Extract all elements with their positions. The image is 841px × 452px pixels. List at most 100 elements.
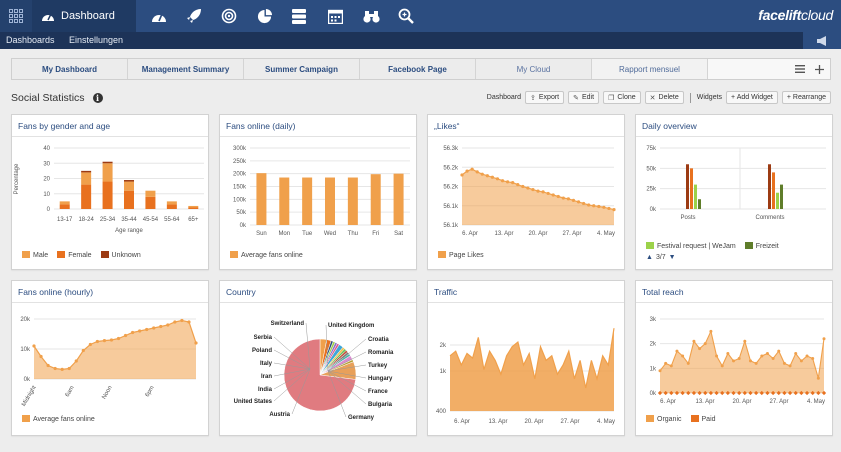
y-axis-label: Percentage [14, 163, 20, 194]
legend-female[interactable]: Female [57, 251, 92, 259]
widget-fans-gender-age: Fans by gender and age 40 30 20 10 0 Percenta… [11, 114, 209, 270]
feedback-button[interactable] [803, 32, 841, 49]
nav-calendar-button[interactable] [318, 0, 352, 32]
widget-title[interactable]: „Likes“ [428, 115, 624, 137]
search-icon [398, 8, 414, 24]
y-tick-label: 1k [440, 369, 447, 375]
edit-label: Edit [582, 94, 595, 101]
y-tick-label: 200k [233, 172, 247, 178]
area-fill [450, 328, 614, 411]
widget-title[interactable]: Fans by gender and age [12, 115, 208, 137]
y-tick-label: 0k [650, 207, 657, 213]
data-point [109, 338, 114, 342]
data-point [102, 339, 107, 343]
tab-rapport-mensuel[interactable]: Rapport mensuel [592, 59, 708, 79]
bar [694, 184, 697, 209]
widget-title[interactable]: Country [220, 281, 416, 303]
data-point [470, 167, 474, 171]
label-connector [325, 324, 329, 372]
app-grid-button[interactable] [0, 0, 32, 32]
widget-title[interactable]: Fans online (daily) [220, 115, 416, 137]
legend-festival-request[interactable]: Festival request | WeJam [646, 242, 736, 250]
nav-rocket-button[interactable] [177, 0, 211, 32]
add-tab-icon[interactable] [815, 64, 824, 74]
pie-label: Bulgaria [368, 402, 393, 408]
data-point-paid [731, 390, 736, 396]
x-tick-label: 20. Apr [732, 399, 751, 405]
nav-speedometer-button[interactable] [142, 0, 176, 32]
bar-segment [145, 196, 156, 209]
clone-button[interactable]: ❐ Clone [603, 91, 641, 104]
dashboard-nav-label: Dashboard [61, 10, 115, 22]
edit-icon: ✎ [573, 94, 579, 102]
x-tick-label: 13. Apr [695, 399, 714, 405]
y-tick-label: 30 [43, 161, 50, 167]
tab-my-dashboard[interactable]: My Dashboard [12, 59, 128, 79]
data-point [582, 201, 586, 206]
data-point [612, 208, 616, 212]
bar [780, 184, 783, 209]
y-tick-label: 300k [233, 146, 247, 152]
data-point [46, 363, 50, 368]
edit-button[interactable]: ✎ Edit [568, 91, 600, 104]
widget-title[interactable]: Traffic [428, 281, 624, 303]
widget-total-reach: Total reach 3k 2k 1k 0k 6. Apr 13. Apr 20. Apr… [635, 280, 833, 436]
legend-average-fans[interactable]: Average fans online [22, 415, 95, 423]
hamburger-menu-icon[interactable] [795, 65, 805, 73]
pager-down-icon[interactable]: ▼ [668, 254, 676, 261]
legend-organic[interactable]: Organic [646, 415, 682, 423]
data-point [152, 326, 156, 330]
fans-gender-age-chart: 40 30 20 10 0 Percentage 13-17 18-24 25-34 35-44 4… [14, 146, 204, 234]
x-tick-label: 4. May [597, 231, 615, 237]
data-point-organic [669, 364, 673, 368]
nav-database-button[interactable] [282, 0, 316, 32]
data-point [180, 318, 184, 323]
add-widget-button[interactable]: + Add Widget [726, 91, 778, 104]
x-tick-label: 65+ [188, 217, 199, 223]
tab-facebook-page[interactable]: Facebook Page [360, 59, 476, 79]
legend-paid[interactable]: Paid [690, 415, 716, 423]
subnav-dashboards[interactable]: Dashboards [6, 35, 55, 45]
pager-up-icon[interactable]: ▲ [646, 254, 653, 261]
data-point [571, 198, 576, 202]
data-point-organic [777, 349, 781, 353]
pie-label: Switzerland [271, 321, 305, 327]
bar-segment [188, 205, 199, 208]
nav-search-button[interactable] [389, 0, 423, 32]
data-point [576, 200, 581, 204]
tab-my-cloud[interactable]: My Cloud [476, 59, 592, 79]
widget-title[interactable]: Total reach [636, 281, 832, 303]
delete-button[interactable]: ✕ Delete [644, 91, 684, 104]
y-tick-label: 50k [236, 210, 247, 216]
brand-logo[interactable]: faceliftcloud [758, 7, 833, 23]
nav-binoculars-button[interactable] [354, 0, 388, 32]
pie-label: Iran [261, 374, 272, 380]
info-icon[interactable]: i [92, 93, 103, 103]
rearrange-button[interactable]: + Rearrange [781, 91, 831, 104]
widget-title[interactable]: Daily overview [636, 115, 832, 137]
widget-title[interactable]: Fans online (hourly) [12, 281, 208, 303]
data-point [500, 179, 505, 183]
data-point [39, 354, 43, 359]
tab-summer-campaign[interactable]: Summer Campaign [244, 59, 360, 79]
nav-target-button[interactable] [212, 0, 246, 32]
toolbar-widgets-label: Widgets [696, 94, 723, 101]
nav-pie-chart-button[interactable] [247, 0, 281, 32]
legend-freizeit[interactable]: Freizeit [744, 242, 779, 250]
label-connector [327, 370, 367, 392]
data-point-organic [760, 354, 764, 358]
subnav-einstellungen[interactable]: Einstellungen [69, 35, 124, 45]
tab-management-summary[interactable]: Management Summary [128, 59, 244, 79]
data-point-organic [703, 342, 707, 346]
x-tick-label: 45-54 [143, 217, 159, 223]
data-point-organic [748, 359, 752, 363]
export-button[interactable]: ⇪ Export [525, 91, 565, 104]
legend-average-fans[interactable]: Average fans online [230, 251, 303, 259]
dashboard-nav-tab[interactable]: Dashboard [32, 0, 136, 32]
legend-page-likes[interactable]: Page Likes [438, 251, 484, 259]
y-tick-label: 0k [24, 377, 31, 383]
x-tick-label: Posts [680, 215, 695, 221]
legend-unknown[interactable]: Unknown [100, 251, 141, 259]
legend-male[interactable]: Male [22, 251, 48, 259]
